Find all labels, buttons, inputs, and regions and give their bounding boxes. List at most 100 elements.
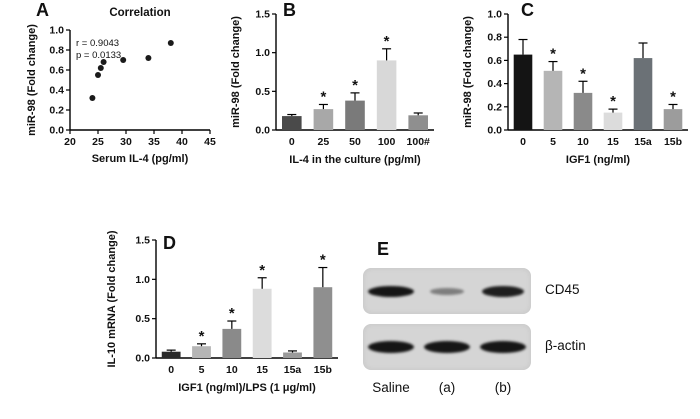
- bar-0: [282, 116, 302, 130]
- y-tick-label: 0.0: [487, 125, 502, 137]
- bar-25: [313, 109, 334, 130]
- bar-10: [222, 328, 242, 358]
- significance-star: *: [610, 93, 616, 110]
- x-tick-label: 5: [199, 364, 205, 376]
- chart-svg-B: 0.0 0.5 1.0 1.5 miR-98 (Fold change) 0 * 25 * 50 *…: [230, 9, 434, 166]
- chart-svg-C: 0.0 0.2 0.4 0.6 0.8 1.0 miR-98 (Fold change) 0 *…: [462, 9, 688, 166]
- x-tick-label: 15: [256, 364, 268, 376]
- western-blot-panel: CD45 β-actin Saline (a) (b): [355, 246, 700, 418]
- y-axis-label: miR-98 (Fold change): [26, 24, 38, 136]
- significance-star: *: [670, 88, 676, 105]
- blot-membrane-beta-actin: [363, 324, 531, 370]
- chart-svg-D: 0.0 0.5 1.0 1.5 IL-10 mRNA (Fold change) 0 * 5 *…: [106, 230, 338, 394]
- bar-5: [192, 346, 211, 358]
- x-tick-label: 40: [176, 136, 188, 148]
- y-tick-label: 1.0: [49, 25, 64, 37]
- protein-band: [430, 287, 464, 295]
- bar-10: [573, 92, 593, 130]
- x-axis-label: IGF1 (ng/ml)/LPS (1 μg/ml): [178, 382, 316, 394]
- bar-15: [252, 288, 272, 358]
- y-tick-label: 0.0: [255, 125, 270, 137]
- bar-100: [376, 60, 397, 130]
- chart-svg-A: 0.0 0.2 0.4 0.6 0.8 1.0 miR-98 (Fold change) 20…: [26, 7, 216, 165]
- lane-label-b: (b): [494, 380, 512, 395]
- bar-15a: [633, 58, 653, 130]
- significance-star: *: [384, 33, 390, 50]
- scatter-point: [145, 55, 152, 61]
- bar-chart-il4-culture: 0.0 0.5 1.0 1.5 miR-98 (Fold change) 0 * 25 * 50 *…: [226, 0, 442, 191]
- significance-star: *: [352, 77, 358, 94]
- y-tick-label: 1.0: [255, 47, 270, 59]
- protein-band: [424, 341, 470, 353]
- y-tick-label: 0.2: [487, 101, 502, 113]
- protein-band: [368, 341, 414, 353]
- x-tick-label: 25: [318, 136, 330, 148]
- y-axis-label: miR-98 (Fold change): [230, 16, 242, 128]
- bar-15b: [313, 287, 333, 358]
- protein-band: [482, 285, 524, 297]
- y-tick-label: 0.8: [487, 32, 502, 44]
- y-tick-label: 0.6: [49, 65, 64, 77]
- scatter-point: [89, 95, 96, 101]
- bar-0: [161, 351, 181, 358]
- panel-letter-c: C: [521, 0, 534, 20]
- scatter-plot-correlation: 0.0 0.2 0.4 0.6 0.8 1.0 miR-98 (Fold change) 20…: [22, 0, 222, 187]
- significance-star: *: [320, 88, 326, 105]
- blot-label-cd45: CD45: [545, 282, 580, 297]
- blot-label-beta-actin: β-actin: [545, 338, 586, 353]
- y-tick-label: 0.2: [49, 105, 64, 117]
- lane-label-a: (a): [438, 380, 456, 395]
- blot-membrane-cd45: [363, 268, 531, 314]
- x-tick-label: 25: [92, 136, 104, 148]
- y-axis-label: miR-98 (Fold change): [462, 16, 474, 128]
- panel-letter-b: B: [283, 0, 296, 20]
- annotation-1: p = 0.0133: [76, 50, 121, 61]
- x-tick-label: 100: [378, 136, 396, 148]
- scatter-point: [167, 40, 174, 46]
- y-tick-label: 0.5: [255, 86, 270, 98]
- y-tick-label: 0.8: [49, 45, 64, 57]
- x-tick-label: 15: [607, 136, 619, 148]
- bar-chart-il10-mrna: 0.0 0.5 1.0 1.5 IL-10 mRNA (Fold change) 0 * 5 *…: [102, 228, 350, 419]
- x-tick-label: 30: [120, 136, 132, 148]
- significance-star: *: [199, 328, 205, 345]
- bar-50: [345, 100, 365, 130]
- x-tick-label: 100#: [407, 136, 431, 148]
- scatter-point: [95, 72, 101, 78]
- y-tick-label: 0.0: [135, 353, 150, 365]
- x-axis-label: IL-4 in the culture (pg/ml): [289, 154, 421, 166]
- x-tick-label: 15a: [284, 364, 302, 376]
- panel-letter-d: D: [163, 233, 176, 253]
- significance-star: *: [320, 252, 326, 269]
- bar-100#: [408, 115, 428, 130]
- panel-letter-a: A: [36, 0, 49, 20]
- y-tick-label: 1.0: [487, 9, 502, 21]
- x-tick-label: 10: [226, 364, 238, 376]
- y-tick-label: 1.0: [135, 274, 150, 286]
- significance-star: *: [550, 46, 556, 63]
- x-tick-label: 0: [289, 136, 295, 148]
- lane-label-saline: Saline: [372, 380, 410, 395]
- x-tick-label: 0: [520, 136, 526, 148]
- protein-band: [480, 341, 526, 353]
- bar-chart-igf1: 0.0 0.2 0.4 0.6 0.8 1.0 miR-98 (Fold change) 0 *…: [458, 0, 700, 191]
- y-tick-label: 0.0: [49, 125, 64, 137]
- bar-15b: [663, 109, 683, 130]
- significance-star: *: [229, 305, 235, 322]
- x-tick-label: 15b: [314, 364, 332, 376]
- significance-star: *: [580, 65, 586, 82]
- y-tick-label: 0.4: [487, 78, 502, 90]
- scatter-point: [120, 57, 127, 63]
- y-axis-label: IL-10 mRNA (Fold change): [106, 230, 118, 367]
- y-tick-label: 0.6: [487, 55, 502, 67]
- x-axis-label: Serum IL-4 (pg/ml): [92, 153, 189, 165]
- x-tick-label: 35: [148, 136, 160, 148]
- scatter-point: [97, 65, 104, 71]
- bar-15: [603, 112, 623, 130]
- y-tick-label: 1.5: [135, 235, 150, 247]
- bar-5: [543, 70, 563, 130]
- y-tick-label: 0.5: [135, 313, 150, 325]
- x-tick-label: 0: [168, 364, 174, 376]
- x-tick-label: 15b: [664, 136, 682, 148]
